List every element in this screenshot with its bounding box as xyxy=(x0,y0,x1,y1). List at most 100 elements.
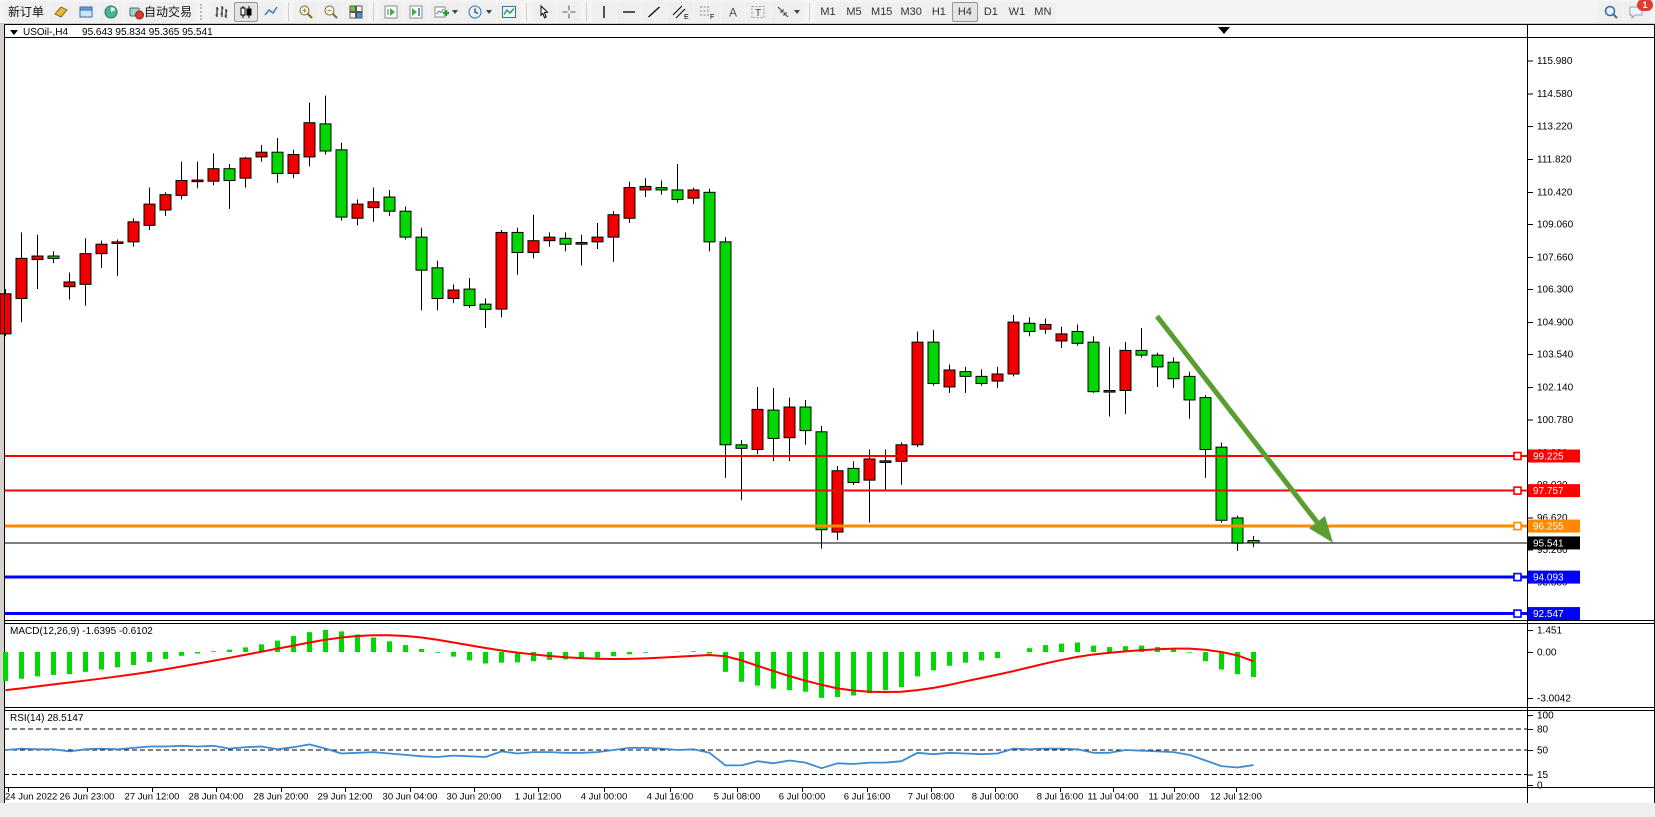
hline-handle[interactable] xyxy=(1513,486,1522,495)
toolbar-separator xyxy=(526,2,528,21)
candle xyxy=(143,203,156,226)
candle xyxy=(719,241,732,446)
candle xyxy=(927,341,940,384)
period-button[interactable] xyxy=(463,1,497,22)
macd-signal-line xyxy=(5,634,1254,694)
candle xyxy=(831,470,844,533)
candle xyxy=(863,458,876,481)
rsi-tick-label: 80 xyxy=(1537,725,1549,736)
new-chart-button[interactable] xyxy=(429,1,463,22)
symbol-title: USOil-,H4 xyxy=(23,27,69,38)
candle xyxy=(671,189,684,200)
label-tool-button[interactable]: T xyxy=(746,1,771,22)
timeframe-mn[interactable]: MN xyxy=(1029,1,1056,22)
time-tick-label: 12 Jul 12:00 xyxy=(1210,792,1262,803)
rsi-tick-label: 15 xyxy=(1537,770,1549,781)
timeframe-m30[interactable]: M30 xyxy=(896,1,926,22)
clock-icon xyxy=(468,5,482,18)
candle xyxy=(1231,517,1244,544)
indicators-icon xyxy=(502,5,517,18)
price-tick-label: 100.780 xyxy=(1537,415,1574,426)
price-line-label: 96.255 xyxy=(1533,522,1564,533)
chart-bars-button[interactable] xyxy=(209,1,234,22)
time-tick-label: 24 Jun 2022 xyxy=(5,792,57,803)
timeframe-m1[interactable]: M1 xyxy=(815,1,842,22)
candle xyxy=(351,203,364,219)
hline-handle[interactable] xyxy=(1513,521,1522,531)
toolbar-separator xyxy=(586,2,588,21)
timeframe-h4[interactable]: H4 xyxy=(951,1,978,22)
market-window-button[interactable] xyxy=(74,1,99,22)
indicators-button[interactable] xyxy=(497,1,522,22)
toolbar-separator xyxy=(288,2,290,21)
chart-step-end-icon xyxy=(409,5,423,18)
candle xyxy=(991,373,1004,382)
tile-windows-icon xyxy=(349,5,363,18)
rsi-label: RSI(14) 28.5147 xyxy=(10,713,84,724)
text-tool-button[interactable]: A xyxy=(721,1,746,22)
timeframe-d1[interactable]: D1 xyxy=(977,1,1004,22)
price-line-label-box xyxy=(1528,449,1580,463)
rsi-tick-label: 50 xyxy=(1537,746,1549,757)
candle xyxy=(399,210,412,238)
svg-text:E: E xyxy=(684,14,689,20)
timeframe-m15[interactable]: M15 xyxy=(867,1,897,22)
zoom-out-button[interactable] xyxy=(319,1,344,22)
tile-windows-button[interactable] xyxy=(344,1,369,22)
dropdown-caret-icon xyxy=(452,9,459,14)
price-line-label-box xyxy=(1528,607,1580,621)
trendline-tool-button[interactable] xyxy=(642,1,667,22)
timeframe-m5[interactable]: M5 xyxy=(841,1,868,22)
collapse-triangle-icon[interactable] xyxy=(10,29,18,35)
price-chart-svg: 115.980 114.580 113.220 111.820 110.420 109.0… xyxy=(0,24,1655,817)
vline-tool-button[interactable] xyxy=(592,1,617,22)
crosshair-tool-button[interactable] xyxy=(557,1,582,22)
candle xyxy=(367,201,380,209)
hline-handle[interactable] xyxy=(1513,451,1522,461)
chart-candles-button[interactable] xyxy=(234,1,259,22)
price-line-label-box xyxy=(1528,570,1580,584)
new-order-button[interactable]: 新订单 xyxy=(4,1,49,22)
profile-step-button[interactable] xyxy=(379,1,404,22)
candle xyxy=(783,406,796,439)
candle xyxy=(559,237,572,245)
price-line-label-box xyxy=(1528,484,1580,498)
price-tick-label: 115.980 xyxy=(1537,56,1573,67)
hline-handle[interactable] xyxy=(1513,609,1522,618)
fibonacci-tool-button[interactable]: F xyxy=(694,1,721,22)
zoom-in-button[interactable] xyxy=(294,1,319,22)
search-button[interactable] xyxy=(1599,1,1623,22)
time-tick-label: 4 Jul 00:00 xyxy=(581,792,627,803)
trend-arrow-head[interactable] xyxy=(1309,516,1333,543)
candle xyxy=(1023,322,1036,333)
dropdown-caret-icon xyxy=(794,9,801,14)
autotrade-button[interactable]: 自动交易 xyxy=(124,1,197,22)
timeframe-h1[interactable]: H1 xyxy=(925,1,952,22)
channel-tool-button[interactable]: E xyxy=(667,1,694,22)
autotrade-icon xyxy=(129,7,145,19)
hline-handle[interactable] xyxy=(1513,572,1522,582)
candle xyxy=(623,187,636,219)
candle xyxy=(175,180,188,196)
svg-text:F: F xyxy=(710,14,714,20)
hline-tool-button[interactable] xyxy=(617,1,642,22)
autotrade-label: 自动交易 xyxy=(144,5,193,19)
time-tick-label: 11 Jul 20:00 xyxy=(1148,792,1199,803)
toolbar-separator xyxy=(809,2,811,21)
window-icon xyxy=(79,6,93,17)
price-tick-label: 113.220 xyxy=(1537,121,1573,132)
candle xyxy=(207,168,220,182)
profile-step-end-button[interactable] xyxy=(404,1,429,22)
trend-arrow-shaft[interactable] xyxy=(1155,314,1320,524)
chart-line-button[interactable] xyxy=(259,1,284,22)
arrows-tool-button[interactable] xyxy=(771,1,805,22)
timeframe-w1[interactable]: W1 xyxy=(1003,1,1030,22)
chat-button[interactable]: 1 xyxy=(1624,0,1653,22)
signals-button[interactable] xyxy=(99,1,124,22)
cursor-tool-button[interactable] xyxy=(532,1,557,22)
line-chart-icon xyxy=(264,6,278,15)
price-tick-label: 95.260 xyxy=(1537,545,1568,556)
trendline-icon xyxy=(648,6,660,17)
chart-shift-marker[interactable] xyxy=(1218,27,1230,34)
ticket-button[interactable] xyxy=(49,1,74,22)
